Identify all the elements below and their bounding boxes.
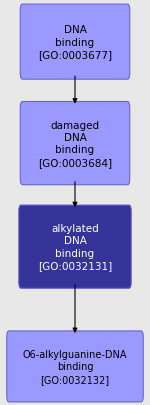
Text: alkylated
DNA
binding
[GO:0032131]: alkylated DNA binding [GO:0032131] — [38, 224, 112, 271]
FancyBboxPatch shape — [20, 102, 130, 185]
FancyBboxPatch shape — [7, 331, 143, 402]
FancyBboxPatch shape — [20, 5, 130, 80]
FancyBboxPatch shape — [19, 206, 131, 288]
Text: damaged
DNA
binding
[GO:0003684]: damaged DNA binding [GO:0003684] — [38, 120, 112, 167]
Text: O6-alkylguanine-DNA
binding
[GO:0032132]: O6-alkylguanine-DNA binding [GO:0032132] — [23, 349, 127, 384]
Text: DNA
binding
[GO:0003677]: DNA binding [GO:0003677] — [38, 25, 112, 60]
